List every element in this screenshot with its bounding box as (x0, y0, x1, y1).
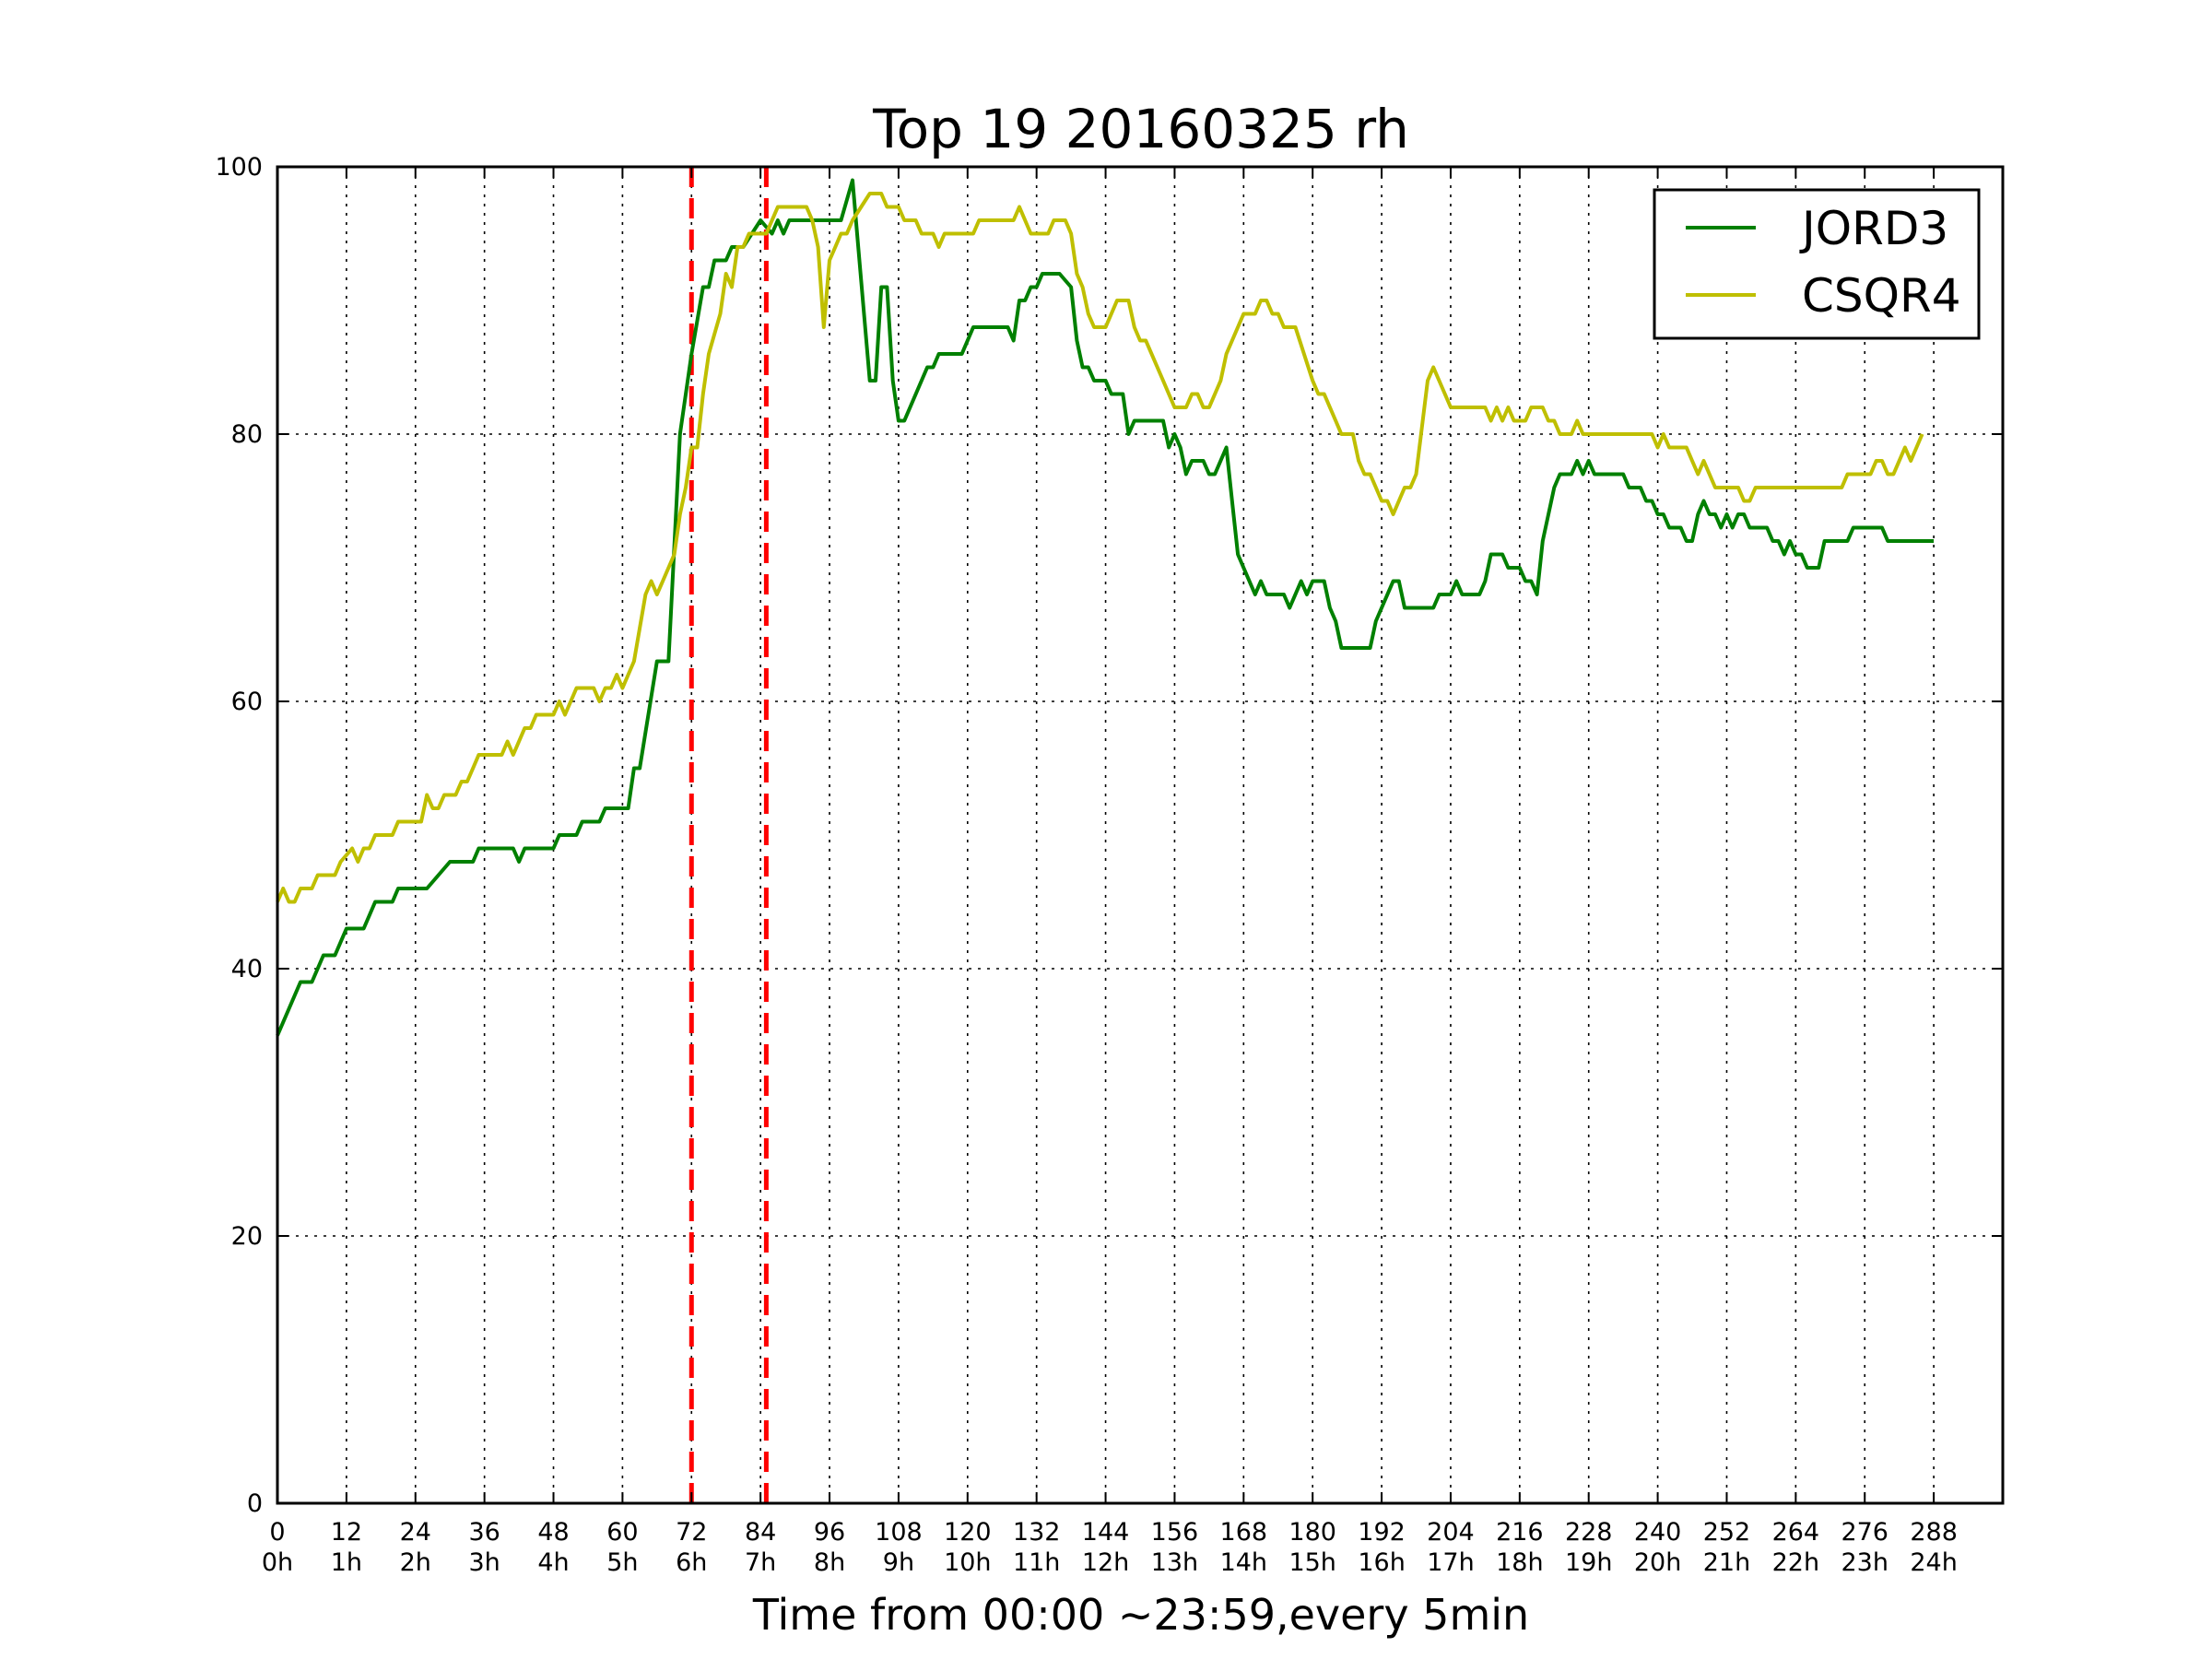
x-tick-sublabel: 20h (1634, 1548, 1681, 1577)
y-tick-label: 100 (215, 153, 263, 182)
x-tick-sublabel: 23h (1841, 1548, 1888, 1577)
axes-frame (276, 165, 2005, 1505)
legend-label-csqr4: CSQR4 (1802, 269, 1961, 323)
grid-lines (277, 167, 2003, 1503)
x-tick-label: 48 (537, 1518, 569, 1547)
x-tick-label: 84 (745, 1518, 776, 1547)
x-tick-label: 132 (1013, 1518, 1061, 1547)
x-tick-label: 192 (1358, 1518, 1406, 1547)
vertical-markers (688, 167, 769, 1503)
x-tick-sublabel: 24h (1910, 1548, 1957, 1577)
y-tick-label: 60 (231, 688, 263, 716)
x-tick-sublabel: 8h (814, 1548, 845, 1577)
x-tick-sublabel: 4h (537, 1548, 569, 1577)
x-tick-sublabel: 9h (883, 1548, 914, 1577)
x-tick-label: 0 (269, 1518, 285, 1547)
x-tick-sublabel: 19h (1565, 1548, 1612, 1577)
x-tick-label: 72 (676, 1518, 707, 1547)
y-tick-label: 80 (231, 420, 263, 449)
x-tick-sublabel: 16h (1358, 1548, 1405, 1577)
x-tick-sublabel: 1h (331, 1548, 362, 1577)
x-tick-label: 24 (400, 1518, 431, 1547)
series-lines (276, 178, 1935, 1037)
y-tick-label: 20 (231, 1222, 263, 1251)
x-tick-label: 96 (814, 1518, 845, 1547)
x-tick-sublabel: 5h (606, 1548, 638, 1577)
x-tick-label: 288 (1910, 1518, 1958, 1547)
x-tick-sublabel: 15h (1288, 1548, 1335, 1577)
x-tick-sublabel: 0h (262, 1548, 293, 1577)
x-tick-label: 276 (1841, 1518, 1888, 1547)
legend: JORD3 CSQR4 (1653, 188, 1981, 340)
x-tick-sublabel: 14h (1220, 1548, 1267, 1577)
x-tick-label: 216 (1496, 1518, 1544, 1547)
x-tick-label: 144 (1082, 1518, 1130, 1547)
x-tick-label: 60 (606, 1518, 638, 1547)
x-tick-sublabel: 10h (944, 1548, 991, 1577)
x-tick-sublabel: 22h (1772, 1548, 1819, 1577)
x-tick-label: 204 (1427, 1518, 1475, 1547)
series-line-csqr4 (276, 192, 1924, 904)
legend-box (1653, 188, 1981, 340)
x-tick-label: 252 (1703, 1518, 1751, 1547)
x-tick-sublabel: 11h (1013, 1548, 1060, 1577)
y-tick-label: 0 (247, 1489, 263, 1518)
series-line-jord3 (276, 178, 1935, 1037)
plot-area (277, 167, 2003, 1503)
chart-title: Top 19 20160325 rh (872, 98, 1409, 160)
legend-label-jord3: JORD3 (1799, 202, 1948, 255)
x-tick-sublabel: 17h (1427, 1548, 1474, 1577)
y-tick-label: 40 (231, 955, 263, 983)
x-tick-label: 120 (944, 1518, 992, 1547)
x-tick-sublabel: 3h (468, 1548, 500, 1577)
x-tick-label: 240 (1634, 1518, 1682, 1547)
x-tick-sublabel: 6h (676, 1548, 707, 1577)
x-tick-sublabel: 21h (1703, 1548, 1750, 1577)
x-tick-label: 156 (1151, 1518, 1199, 1547)
x-tick-sublabel: 18h (1496, 1548, 1543, 1577)
axis-ticks: 00h121h242h363h484h605h726h847h968h1089h… (215, 153, 2003, 1577)
x-tick-sublabel: 12h (1082, 1548, 1129, 1577)
x-tick-label: 264 (1772, 1518, 1820, 1547)
x-tick-sublabel: 2h (400, 1548, 431, 1577)
x-tick-label: 108 (875, 1518, 923, 1547)
x-tick-sublabel: 13h (1151, 1548, 1198, 1577)
x-tick-label: 228 (1565, 1518, 1613, 1547)
x-tick-label: 180 (1288, 1518, 1336, 1547)
x-tick-label: 36 (468, 1518, 500, 1547)
x-tick-label: 12 (331, 1518, 362, 1547)
x-tick-sublabel: 7h (745, 1548, 776, 1577)
x-tick-label: 168 (1220, 1518, 1268, 1547)
x-axis-label: Time from 00:00 ~23:59,every 5min (752, 1590, 1529, 1640)
